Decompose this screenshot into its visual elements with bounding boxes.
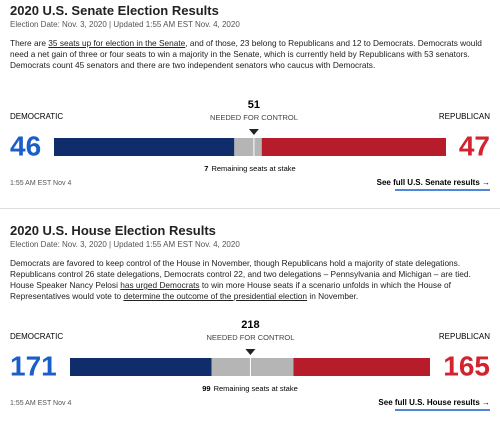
intro-text: There are [10, 38, 49, 48]
majority-count: 218 [241, 319, 259, 331]
intro-link[interactable]: determine the outcome of the presidentia… [123, 291, 308, 301]
senate-section: 2020 U.S. Senate Election Results Electi… [0, 0, 500, 205]
rep-bar [261, 138, 446, 156]
majority-marker [245, 349, 256, 355]
intro-link[interactable]: 35 seats up for election in the Senate [48, 38, 186, 48]
dem-count: 46 [10, 130, 41, 161]
remaining-text: 99 Remaining seats at stake [202, 384, 298, 393]
results-link[interactable]: See full U.S. House results → [378, 398, 490, 407]
rep-label: REPUBLICAN [439, 112, 490, 121]
majority-label: NEEDED FOR CONTROL [206, 333, 294, 342]
rep-count: 165 [443, 350, 490, 381]
dem-label: DEMOCRATIC [10, 332, 63, 341]
intro-text: , and of those, 23 belong to Republicans… [10, 38, 482, 70]
meta: Election Date: Nov. 3, 2020 | Updated 1:… [10, 20, 240, 29]
results-link[interactable]: See full U.S. Senate results → [377, 178, 490, 187]
majority-marker [248, 129, 259, 135]
majority-label: NEEDED FOR CONTROL [210, 113, 298, 122]
house-section: 2020 U.S. House Election Results Electio… [0, 220, 500, 425]
dem-bar [54, 138, 235, 156]
dem-count: 171 [10, 350, 57, 381]
meta: Election Date: Nov. 3, 2020 | Updated 1:… [10, 240, 240, 249]
title: 2020 U.S. House Election Results [10, 223, 216, 238]
remaining-count: 7 [204, 164, 208, 173]
remaining-text: 7 Remaining seats at stake [204, 164, 295, 173]
divider [0, 208, 500, 209]
remaining-bar [211, 358, 294, 376]
intro-link[interactable]: has urged Democrats [120, 280, 200, 290]
dem-label: DEMOCRATIC [10, 112, 63, 121]
timestamp: 1:55 AM EST Nov 4 [10, 180, 71, 187]
results-bar: DEMOCRATIC REPUBLICAN 171 165 218 NEEDED FOR … [10, 319, 490, 411]
majority-count: 51 [248, 99, 260, 111]
timestamp: 1:55 AM EST Nov 4 [10, 400, 71, 407]
intro: There are 35 seats up for election in th… [10, 38, 492, 71]
remaining-label: Remaining seats at stake [214, 384, 298, 393]
intro-text: in November. [307, 291, 359, 301]
intro-text: to win more House seats if a scenario un… [10, 280, 451, 301]
rep-bar [293, 358, 430, 376]
remaining-label: Remaining seats at stake [211, 164, 295, 173]
intro: Democrats are favored to keep control of… [10, 258, 492, 302]
rep-count: 47 [459, 130, 490, 161]
results-bar: DEMOCRATIC REPUBLICAN 46 47 51 NEEDED FOR CON… [10, 99, 490, 191]
dem-bar [70, 358, 212, 376]
title: 2020 U.S. Senate Election Results [10, 3, 219, 18]
remaining-bar [234, 138, 262, 156]
rep-label: REPUBLICAN [439, 332, 490, 341]
intro-text: Democrats are favored to keep control of… [10, 258, 471, 290]
remaining-count: 99 [202, 384, 210, 393]
